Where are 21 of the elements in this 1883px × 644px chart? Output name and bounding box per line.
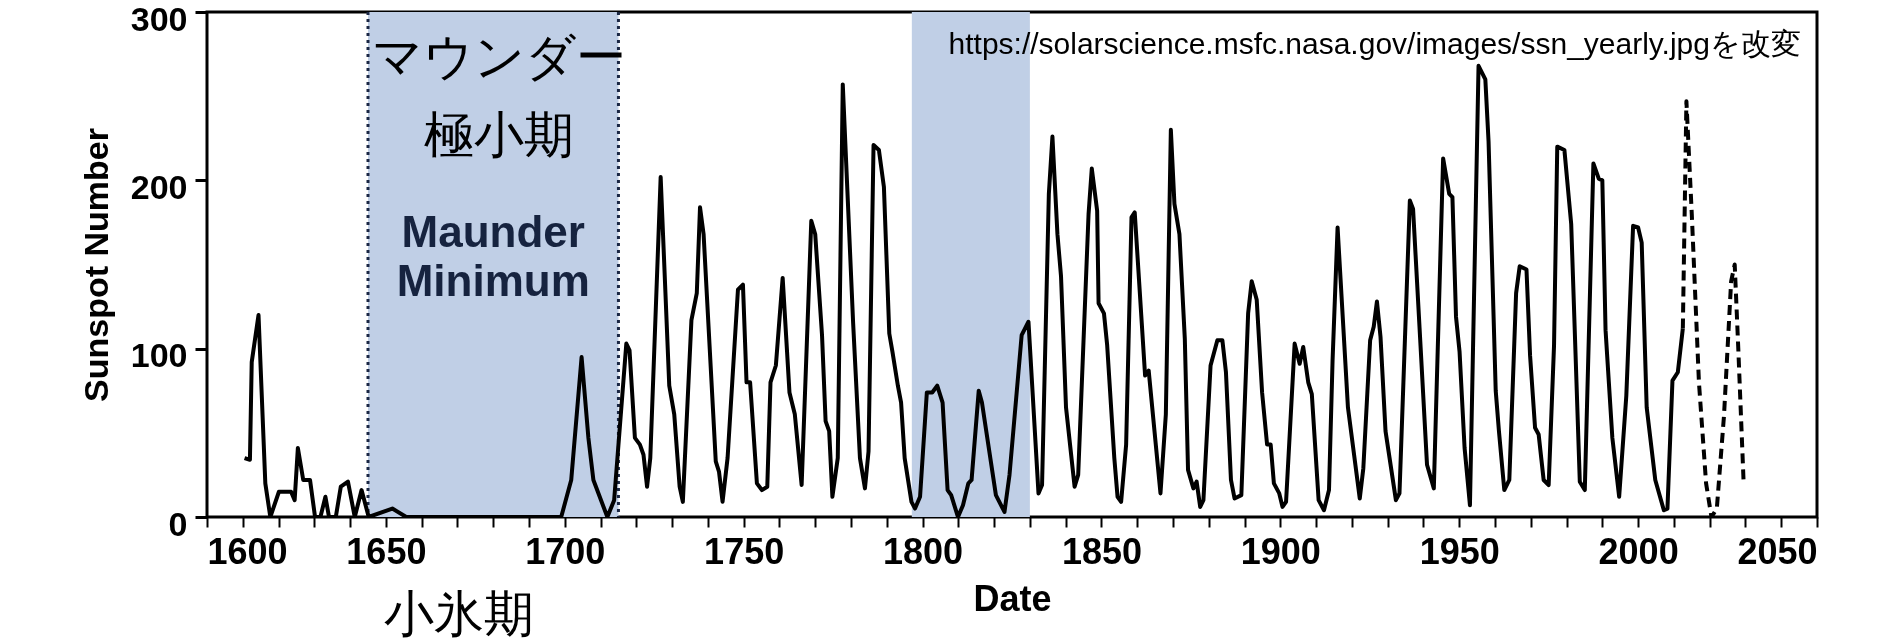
- y-tick-label: 0: [168, 504, 188, 543]
- x-tick-label: 1600: [207, 530, 288, 572]
- x-tick-label: 2050: [1737, 530, 1818, 572]
- annotation: マウンダー: [372, 29, 626, 85]
- x-tick-label: 1750: [704, 530, 785, 572]
- x-tick-label: 1850: [1061, 530, 1142, 572]
- x-tick-label: 2000: [1598, 530, 1679, 572]
- annotation: 極小期: [424, 107, 574, 163]
- band-label: Maunder Minimum: [396, 207, 590, 305]
- x-axis-title: Date: [973, 577, 1052, 619]
- y-tick-label: 300: [130, 0, 188, 38]
- y-axis-title: Sunspot Number: [76, 128, 115, 402]
- x-tick-label: 1800: [883, 530, 964, 572]
- text: 小氷期: [384, 586, 534, 642]
- x-tick-label: 1900: [1240, 530, 1321, 572]
- y-tick-label: 100: [130, 336, 188, 375]
- x-tick-label: 1700: [525, 530, 606, 572]
- x-tick-label: 1950: [1419, 530, 1500, 572]
- y-tick-label: 200: [130, 167, 188, 206]
- annotation: https://solarscience.msfc.nasa.gov/images/ssn_yearly.jpgを改変: [948, 27, 1801, 60]
- x-tick-label: 1650: [346, 530, 427, 572]
